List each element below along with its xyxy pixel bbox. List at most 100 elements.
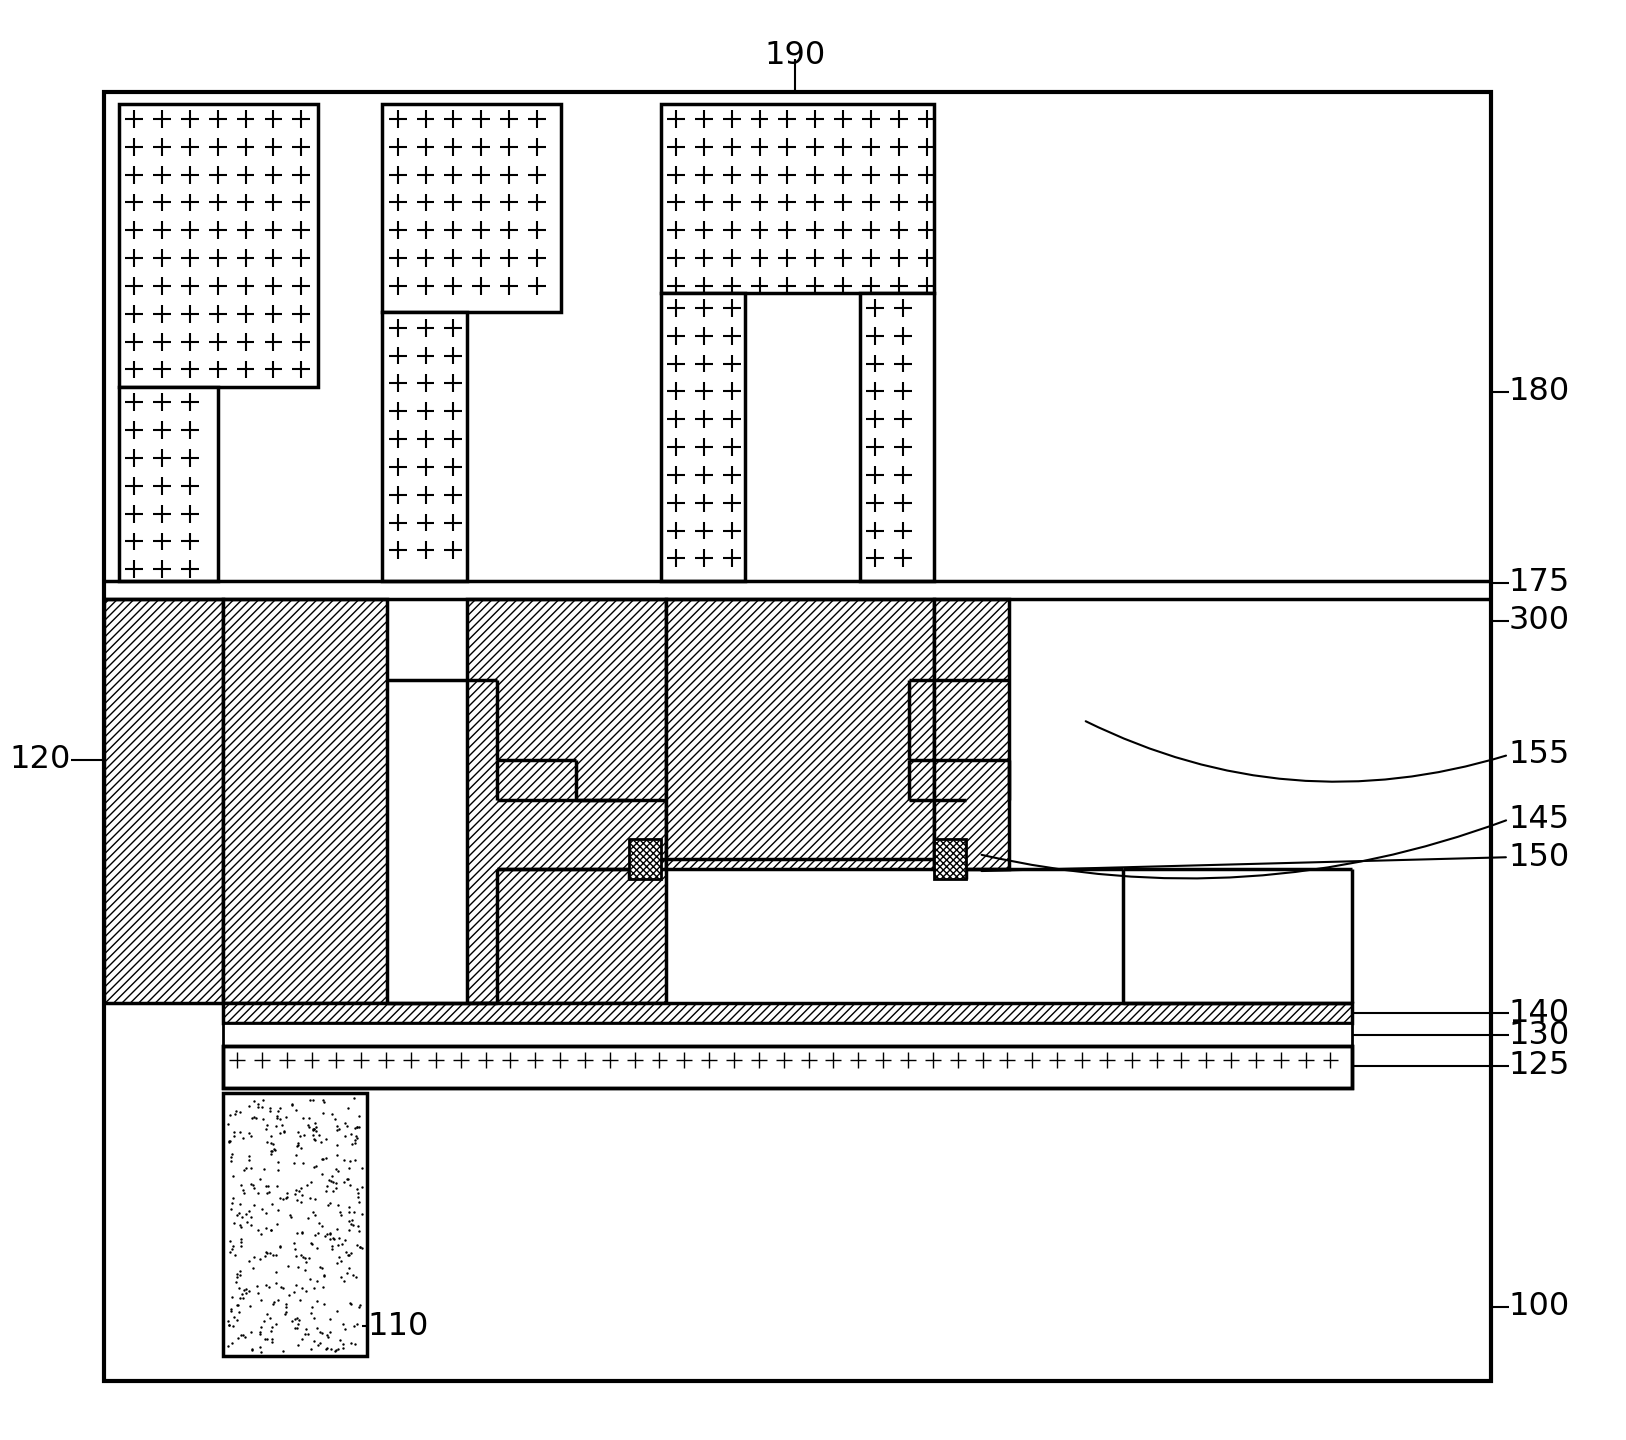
Point	[298, 1187, 324, 1210]
Point	[259, 1331, 285, 1354]
Point	[319, 1338, 345, 1361]
Point	[250, 1107, 276, 1130]
Point	[239, 1320, 265, 1344]
Point	[304, 1221, 330, 1244]
Text: 110: 110	[367, 1310, 429, 1342]
Point	[231, 1287, 257, 1310]
Point	[343, 1125, 369, 1148]
Point	[324, 1133, 350, 1156]
Point	[304, 1333, 330, 1356]
Point	[228, 1174, 254, 1197]
Point	[229, 1283, 255, 1306]
Point	[254, 1241, 280, 1264]
Point	[244, 1106, 270, 1129]
Point	[254, 1328, 280, 1351]
Point	[296, 1115, 322, 1138]
Point	[233, 1277, 259, 1300]
Point	[223, 1100, 249, 1123]
Point	[324, 1119, 350, 1142]
Point	[236, 1149, 262, 1172]
Point	[233, 1202, 259, 1225]
Point	[317, 1227, 343, 1250]
Bar	[660, 292, 745, 580]
Point	[216, 1313, 242, 1336]
Point	[311, 1089, 337, 1112]
Point	[281, 1182, 307, 1205]
Point	[224, 1293, 250, 1316]
Point	[215, 1335, 241, 1358]
Point	[249, 1197, 275, 1220]
Point	[257, 1125, 283, 1148]
Point	[281, 1308, 307, 1331]
Point	[301, 1117, 327, 1140]
Point	[276, 1204, 302, 1227]
Point	[281, 1316, 307, 1339]
Point	[314, 1179, 340, 1202]
Point	[278, 1092, 304, 1115]
Point	[259, 1319, 285, 1342]
Point	[302, 1204, 328, 1227]
Point	[338, 1208, 364, 1231]
Point	[259, 1142, 285, 1165]
Point	[288, 1328, 314, 1351]
Point	[218, 1297, 244, 1320]
Point	[224, 1295, 250, 1318]
Point	[255, 1276, 281, 1299]
Point	[327, 1328, 353, 1351]
Point	[231, 1325, 257, 1348]
Point	[317, 1223, 343, 1246]
Point	[223, 1243, 249, 1266]
Point	[311, 1264, 337, 1287]
Point	[259, 1132, 285, 1155]
Point	[239, 1125, 265, 1148]
Point	[260, 1244, 286, 1267]
Point	[314, 1223, 340, 1246]
Point	[299, 1201, 325, 1224]
Point	[348, 1202, 374, 1225]
Point	[314, 1146, 340, 1169]
Point	[220, 1237, 246, 1260]
Text: 180: 180	[1509, 376, 1571, 408]
Point	[231, 1181, 257, 1204]
Point	[332, 1112, 358, 1135]
Point	[332, 1228, 358, 1251]
Point	[247, 1247, 273, 1270]
Point	[348, 1293, 374, 1316]
Point	[293, 1280, 319, 1303]
Point	[302, 1224, 328, 1247]
Point	[246, 1182, 272, 1205]
Point	[325, 1194, 351, 1217]
Point	[228, 1263, 254, 1286]
Point	[226, 1276, 252, 1299]
Point	[239, 1174, 265, 1197]
Point	[343, 1312, 369, 1335]
Point	[283, 1099, 309, 1122]
Point	[252, 1117, 278, 1140]
Point	[259, 1139, 285, 1162]
Point	[267, 1122, 293, 1145]
Point	[270, 1276, 296, 1299]
Point	[239, 1338, 265, 1361]
Point	[218, 1198, 244, 1221]
Point	[333, 1240, 359, 1263]
Point	[286, 1309, 312, 1332]
Point	[236, 1145, 262, 1168]
Point	[281, 1151, 307, 1174]
Point	[220, 1332, 246, 1355]
Point	[294, 1323, 320, 1346]
Point	[324, 1171, 350, 1194]
Point	[294, 1113, 320, 1136]
Point	[319, 1234, 345, 1257]
Point	[224, 1263, 250, 1286]
Point	[320, 1179, 346, 1202]
Point	[255, 1174, 281, 1197]
Point	[242, 1194, 268, 1217]
Point	[228, 1260, 254, 1283]
Point	[231, 1279, 257, 1302]
Point	[268, 1276, 294, 1299]
Point	[218, 1191, 244, 1214]
Point	[338, 1332, 364, 1355]
Point	[265, 1158, 291, 1181]
Point	[298, 1338, 324, 1361]
Point	[346, 1236, 372, 1259]
